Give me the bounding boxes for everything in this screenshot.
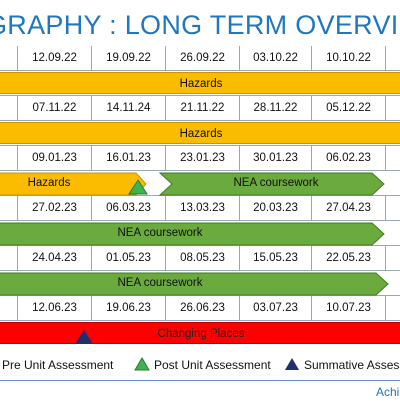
- date-cell: 21.11.22: [166, 96, 240, 120]
- date-cell: 27.04.23: [312, 196, 386, 220]
- date-cell: 03.10.22: [240, 46, 312, 70]
- date-cell: 19.06.23: [92, 296, 166, 320]
- date-cell: 10.07.23: [312, 296, 386, 320]
- date-cell: 06.02.23: [312, 146, 386, 170]
- page-title-text: GRAPHY : LONG TERM OVERVIEW: [0, 10, 400, 40]
- date-cell: 12.06.23: [18, 296, 92, 320]
- nea-coursework-label: NEA coursework: [117, 277, 203, 289]
- summative-triangle-icon: [285, 358, 299, 370]
- date-cell: 20.03.23: [240, 196, 312, 220]
- date-row: 24.04.23 01.05.23 08.05.23 15.05.23 22.0…: [0, 246, 400, 271]
- date-cell: 06.03.23: [92, 196, 166, 220]
- date-row: 12.09.22 19.09.22 26.09.22 03.10.22 10.1…: [0, 46, 400, 71]
- bar-row: NEA coursework: [0, 221, 400, 246]
- date-row: 09.01.23 16.01.23 23.01.23 30.01.23 06.0…: [0, 146, 400, 171]
- date-cell: 28.11.22: [240, 96, 312, 120]
- date-cell: 05.12.22: [312, 96, 386, 120]
- footer: Achie: [0, 380, 400, 401]
- date-row: 27.02.23 06.03.23 13.03.23 20.03.23 27.0…: [0, 196, 400, 221]
- overview-grid: 12.09.22 19.09.22 26.09.22 03.10.22 10.1…: [0, 46, 400, 345]
- date-cell: 14.11.24: [92, 96, 166, 120]
- date-cell: 15.05.23: [240, 246, 312, 270]
- legend-post-unit-assessment: Post Unit Assessment: [154, 358, 271, 372]
- date-cell: 22.05.23: [312, 246, 386, 270]
- date-row: 07.11.22 14.11.24 21.11.22 28.11.22 05.1…: [0, 96, 400, 121]
- nea-coursework-arrow-bar: [158, 172, 385, 196]
- date-cell: 08.05.23: [166, 246, 240, 270]
- footer-text: Achie: [375, 385, 400, 399]
- nea-coursework-arrow-bar: [0, 222, 385, 246]
- date-cell: 16.01.23: [92, 146, 166, 170]
- bar-row: Changing Places: [0, 321, 400, 345]
- date-cell: 07.11.22: [18, 96, 92, 120]
- date-cell: 19.09.22: [92, 46, 166, 70]
- date-cell: 26.09.22: [166, 46, 240, 70]
- post-unit-assessment-marker-icon: [128, 179, 148, 195]
- date-row: 12.06.23 19.06.23 26.06.23 03.07.23 10.0…: [0, 296, 400, 321]
- date-cell: 30.01.23: [240, 146, 312, 170]
- hazards-bar: Hazards: [0, 122, 400, 144]
- bar-row: Hazards: [0, 71, 400, 96]
- date-cell: 01.05.23: [92, 246, 166, 270]
- date-cell: 13.03.23: [166, 196, 240, 220]
- hazards-bar-label: Hazards: [27, 177, 71, 189]
- date-cell: 12.09.22: [18, 46, 92, 70]
- bar-row: Hazards: [0, 121, 400, 146]
- changing-places-bar: Changing Places: [0, 322, 400, 344]
- legend: Pre Unit Assessment Post Unit Assessment…: [0, 350, 400, 380]
- hazards-bar: Hazards: [0, 72, 400, 94]
- date-cell: 10.10.22: [312, 46, 386, 70]
- bar-row: NEA coursework: [0, 271, 400, 296]
- nea-coursework-label: NEA coursework: [117, 227, 203, 239]
- date-cell: 03.07.23: [240, 296, 312, 320]
- date-cell: 27.02.23: [18, 196, 92, 220]
- nea-coursework-label: NEA coursework: [233, 177, 319, 189]
- page-title: GRAPHY : LONG TERM OVERVIEW: [0, 4, 400, 44]
- date-cell: 09.01.23: [18, 146, 92, 170]
- date-cell: 23.01.23: [166, 146, 240, 170]
- legend-summative-assessment: Summative Assess: [304, 358, 400, 372]
- nea-coursework-arrow-bar: [0, 272, 389, 296]
- summative-assessment-marker-icon: [75, 330, 93, 344]
- date-cell: 26.06.23: [166, 296, 240, 320]
- bar-row: Hazards NEA coursework: [0, 171, 400, 196]
- date-cell: 24.04.23: [18, 246, 92, 270]
- post-unit-triangle-icon: [134, 357, 150, 371]
- legend-pre-unit-assessment: Pre Unit Assessment: [2, 358, 114, 372]
